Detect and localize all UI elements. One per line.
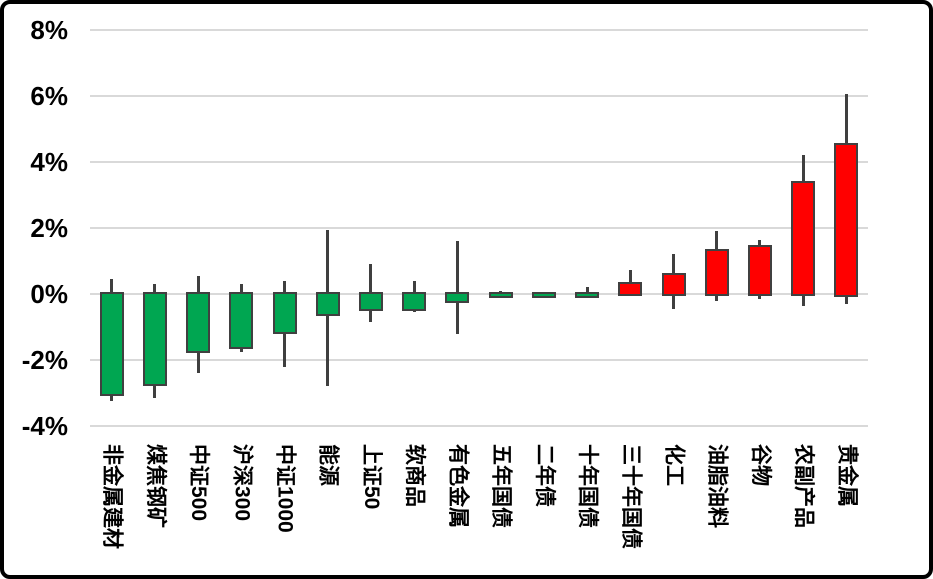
x-axis-label: 谷物 [748,444,772,486]
gridline [90,293,868,295]
gridline [90,95,868,97]
candle-body [229,291,254,350]
x-axis-label: 沪深300 [230,444,254,522]
x-axis-label: 上证50 [359,444,383,510]
candle-wick [455,241,459,334]
y-tick-label: -4% [21,411,68,441]
x-axis-label: 农副产品 [792,444,816,528]
x-axis-label: 三十年国债 [619,444,643,549]
y-tick-label: 2% [30,213,68,243]
x-axis-label: 油脂油料 [705,444,729,528]
candle-body [186,291,211,353]
candle-body [358,291,383,312]
candle-body [488,291,513,299]
candle-body [791,180,816,297]
candlestick-chart: 8% 6% 4% 2% 0% -2% -4% 非金属建材 煤焦钢矿 中证500 沪深300 中证100… [4,4,929,575]
candle-body [704,248,729,297]
candle-body [99,291,124,396]
x-axis-label: 二年债 [532,444,556,507]
gridline [90,359,868,361]
gridline [90,227,868,229]
candle-body [402,291,427,312]
gridline [90,29,868,31]
x-axis-label: 贵金属 [835,444,859,507]
candle-body [575,291,600,298]
x-axis-label: 软商品 [403,444,427,507]
candle-body [445,291,470,304]
x-axis-label: 非金属建材 [100,444,124,549]
x-axis-label: 能源 [316,444,340,486]
candle-body [661,273,686,297]
x-axis-label: 有色金属 [446,444,470,528]
y-tick-label: -2% [21,345,68,375]
x-axis-label: 十年国债 [576,444,600,528]
candle-body [142,291,167,386]
x-axis-label: 中证1000 [273,444,297,533]
y-tick-label: 4% [30,147,68,177]
candle-body [272,291,297,335]
y-tick-label: 0% [30,279,68,309]
candle-body [618,281,643,297]
gridline [90,161,868,163]
x-axis-label: 化工 [662,444,686,486]
x-axis-label: 五年国债 [489,444,513,528]
y-tick-label: 8% [30,15,68,45]
candle-body [834,143,859,297]
y-tick-label: 6% [30,81,68,111]
candle-body [747,245,772,297]
candle-body [531,291,556,298]
x-axis-label: 煤焦钢矿 [143,444,167,528]
x-axis-label: 中证500 [187,444,211,522]
candle-body [315,291,340,317]
gridline [90,425,868,427]
